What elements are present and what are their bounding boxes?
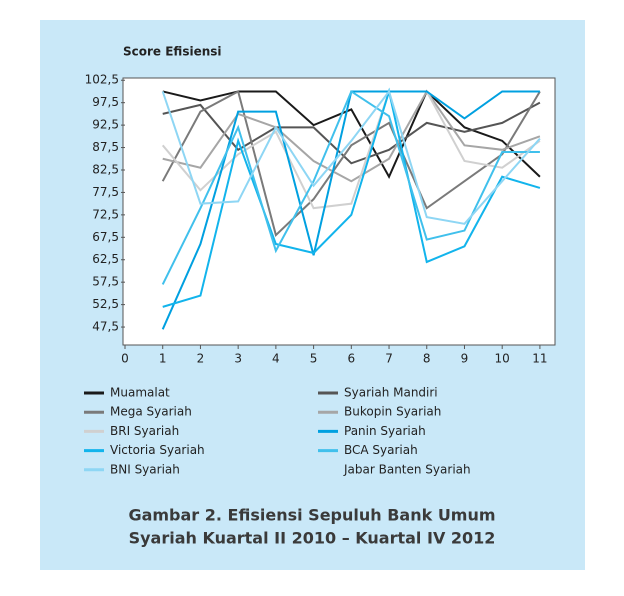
x-tick-label: 11 — [532, 352, 547, 366]
series-line — [161, 89, 540, 285]
legend-label: Syariah Mandiri — [344, 386, 438, 400]
legend-label: Muamalat — [110, 386, 170, 400]
x-tick-label: 10 — [495, 352, 510, 366]
y-tick-label: 102,5 — [85, 73, 119, 87]
x-tick-label: 8 — [423, 352, 431, 366]
y-tick-label: 47,5 — [92, 320, 119, 334]
caption: Syariah Kuartal II 2010 – Kuartal IV 201… — [129, 529, 496, 548]
series-line — [162, 89, 541, 179]
legend-label: Bukopin Syariah — [344, 405, 441, 419]
y-tick-label: 52,5 — [92, 297, 119, 311]
y-tick-label: 57,5 — [92, 275, 119, 289]
series-line — [162, 101, 541, 165]
y-tick-label: 82,5 — [92, 162, 119, 176]
x-tick-label: 6 — [347, 352, 355, 366]
series-line — [162, 87, 541, 308]
y-tick-label: 62,5 — [92, 252, 119, 266]
y-tick-label: 72,5 — [92, 207, 119, 221]
y-tick-label: 77,5 — [92, 185, 119, 199]
x-tick-label: 5 — [310, 352, 318, 366]
legend-label: Mega Syariah — [110, 405, 192, 419]
y-tick-label: 67,5 — [92, 230, 119, 244]
series-line — [162, 89, 541, 183]
legend-label: Victoria Syariah — [110, 443, 205, 457]
x-tick-label: 1 — [159, 352, 167, 366]
x-tick-label: 2 — [197, 352, 205, 366]
plot-area — [122, 77, 556, 346]
series-line — [161, 89, 541, 237]
legend-label: BRI Syariah — [110, 424, 179, 438]
legend-label: BNI Syariah — [110, 462, 180, 476]
y-tick-label: 87,5 — [92, 140, 119, 154]
series-line — [161, 89, 541, 225]
legend-label: Panin Syariah — [344, 424, 426, 438]
y-tick-label: 97,5 — [92, 95, 119, 109]
x-tick-label: 0 — [121, 352, 129, 366]
legend-label: Jabar Banten Syariah — [343, 462, 471, 476]
legend-label: BCA Syariah — [344, 443, 418, 457]
series-line — [161, 90, 541, 210]
x-tick-label: 4 — [272, 352, 280, 366]
x-tick-label: 9 — [461, 352, 469, 366]
y-axis-label: Score Efisiensi — [123, 45, 222, 59]
x-tick-label: 3 — [234, 352, 242, 366]
caption: Gambar 2. Efisiensi Sepuluh Bank Umum — [128, 506, 495, 525]
y-tick-label: 92,5 — [92, 118, 119, 132]
x-tick-label: 7 — [385, 352, 393, 366]
